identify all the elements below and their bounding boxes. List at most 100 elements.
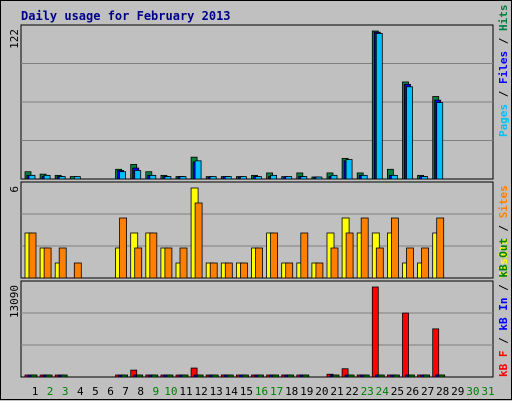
- kbout-bar-day-27: [423, 374, 431, 378]
- day-label-7: 7: [122, 385, 129, 398]
- day-label-5: 5: [92, 385, 99, 398]
- kbout-bar-day-24: [377, 374, 385, 378]
- kbf-bar-day-24: [371, 286, 379, 378]
- day-label-17: 17: [270, 385, 283, 398]
- legend-entry: /: [497, 84, 510, 104]
- panel-3-frame: [20, 280, 494, 378]
- day-label-1: 1: [32, 385, 39, 398]
- sites-bar-day-15: [239, 262, 248, 279]
- day-label-25: 25: [391, 385, 404, 398]
- day-label-13: 13: [210, 385, 223, 398]
- kbout-bar-day-22: [347, 374, 355, 378]
- day-label-11: 11: [179, 385, 192, 398]
- legend-entry: kB In: [497, 298, 510, 331]
- y-max-label: 13090: [8, 285, 21, 318]
- kbout-bar-day-3: [60, 374, 68, 378]
- day-label-9: 9: [152, 385, 159, 398]
- kbout-bar-day-11: [181, 374, 189, 378]
- day-label-8: 8: [137, 385, 144, 398]
- hits-bar-day-18: [285, 176, 293, 180]
- sites-bar-day-20: [315, 262, 324, 279]
- day-label-20: 20: [315, 385, 328, 398]
- sites-bar-day-24: [375, 247, 384, 279]
- y-max-label: 6: [8, 186, 21, 193]
- kbout-bar-day-9: [151, 374, 159, 378]
- legend-entry: kB Out: [497, 238, 510, 278]
- kbout-bar-day-18: [287, 374, 295, 378]
- sites-bar-day-27: [421, 247, 430, 279]
- kbf-bar-day-26: [402, 312, 409, 378]
- sites-bar-day-8: [134, 247, 143, 279]
- kbout-bar-day-8: [136, 374, 144, 378]
- kbout-bar-day-21: [332, 374, 340, 378]
- legend-entry: /: [497, 331, 510, 351]
- sites-bar-day-23: [360, 217, 369, 279]
- hits-bar-day-23: [360, 174, 368, 180]
- kbout-bar-day-17: [272, 374, 280, 378]
- sites-bar-day-13: [209, 262, 218, 279]
- sites-bar-day-14: [224, 262, 233, 279]
- hits-bar-day-8: [134, 170, 142, 180]
- day-label-26: 26: [406, 385, 419, 398]
- day-label-16: 16: [255, 385, 268, 398]
- legend-entry: Files: [497, 51, 510, 84]
- sites-bar-day-9: [149, 232, 158, 279]
- hits-bar-day-1: [28, 174, 36, 180]
- legend-top: Pages / Files / Hits: [497, 5, 510, 138]
- sites-bar-day-3: [58, 247, 67, 279]
- hits-bar-day-14: [224, 176, 232, 180]
- sites-bar-day-21: [330, 247, 339, 279]
- day-label-29: 29: [451, 385, 464, 398]
- day-label-22: 22: [345, 385, 358, 398]
- sites-bar-day-4: [73, 262, 82, 279]
- day-label-4: 4: [77, 385, 84, 398]
- legend-entry: Sites: [497, 185, 510, 218]
- hits-bar-day-20: [315, 176, 323, 180]
- hits-bar-day-3: [58, 176, 66, 180]
- sites-bar-day-10: [164, 247, 173, 279]
- kbout-bar-day-28: [438, 374, 446, 378]
- kbout-bar-day-13: [211, 374, 219, 378]
- kbout-bar-day-10: [166, 374, 174, 378]
- hits-bar-day-10: [164, 176, 172, 180]
- day-label-10: 10: [164, 385, 177, 398]
- day-label-21: 21: [330, 385, 343, 398]
- sites-bar-day-2: [43, 247, 52, 279]
- hits-bar-day-4: [73, 176, 81, 180]
- day-label-2: 2: [47, 385, 54, 398]
- hits-bar-day-26: [406, 86, 413, 180]
- hits-bar-day-13: [209, 176, 217, 180]
- sites-bar-day-19: [300, 232, 309, 279]
- legend-entry: kB F: [497, 351, 510, 378]
- sites-bar-day-18: [285, 262, 294, 279]
- sites-bar-day-25: [390, 217, 399, 279]
- hits-bar-day-15: [239, 176, 247, 180]
- hits-bar-day-25: [390, 174, 398, 180]
- kbout-bar-day-14: [226, 374, 234, 378]
- sites-bar-day-11: [179, 247, 188, 279]
- day-label-18: 18: [285, 385, 298, 398]
- kbout-bar-day-19: [302, 374, 310, 378]
- kbout-bar-day-25: [392, 374, 400, 378]
- sites-bar-day-26: [406, 247, 414, 279]
- kbout-bar-day-16: [257, 374, 264, 378]
- legend-entry: Hits: [497, 5, 510, 32]
- hits-bar-day-9: [149, 174, 157, 180]
- kbout-bar-day-15: [241, 374, 249, 378]
- sites-bar-day-22: [345, 232, 354, 279]
- day-label-24: 24: [376, 385, 390, 398]
- kbf-bar-day-28: [432, 328, 440, 378]
- legend-entry: /: [497, 31, 510, 51]
- day-label-15: 15: [240, 385, 253, 398]
- legend-bottom: kB F / kB In / kB Out: [497, 238, 510, 377]
- hits-bar-day-7: [119, 171, 126, 180]
- kbout-bar-day-2: [45, 374, 53, 378]
- legend-entry: /: [497, 218, 510, 238]
- day-label-19: 19: [300, 385, 313, 398]
- day-label-6: 6: [107, 385, 114, 398]
- kbout-bar-day-12: [196, 374, 204, 378]
- day-label-28: 28: [436, 385, 449, 398]
- hits-bar-day-22: [345, 159, 353, 180]
